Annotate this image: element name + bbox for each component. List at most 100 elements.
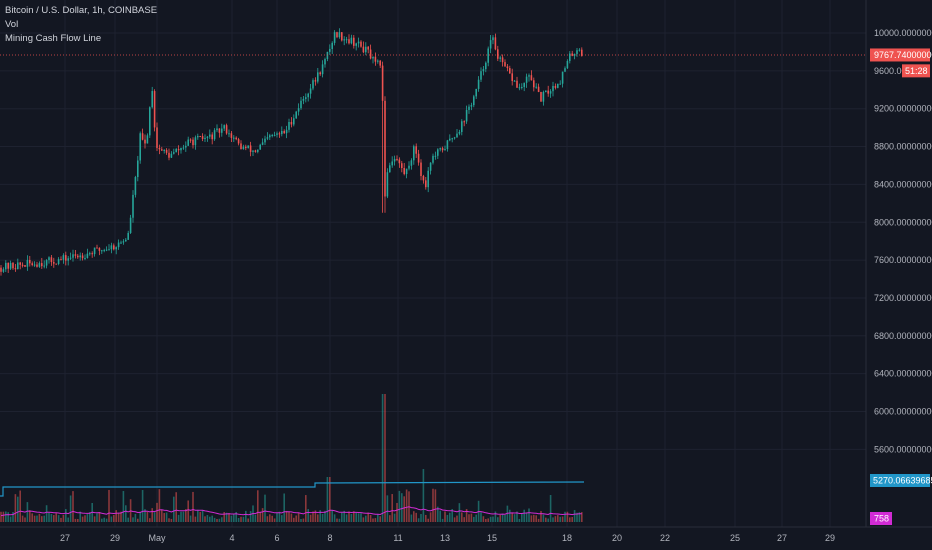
- volume-bar: [57, 515, 60, 522]
- candle-body: [2, 269, 5, 272]
- volume-bar: [204, 516, 206, 522]
- time-tick-label: 20: [612, 533, 622, 543]
- volume-bar: [489, 516, 492, 522]
- candle-body: [456, 133, 458, 138]
- candle-body: [14, 268, 17, 270]
- candle-body: [309, 88, 312, 94]
- volume-bar: [307, 509, 309, 522]
- volume-bar: [381, 394, 384, 522]
- volume-bar: [492, 516, 494, 522]
- candle-body: [559, 83, 561, 85]
- time-axis[interactable]: 27 29 May 4 6 8 11 13 15 18 20 22 25 27 29: [0, 526, 932, 543]
- volume-bar: [537, 518, 540, 522]
- candle-body: [367, 46, 369, 50]
- candle-body: [403, 168, 405, 175]
- candle-body: [290, 121, 293, 125]
- candle-body: [163, 149, 165, 151]
- volume-bar: [578, 512, 581, 522]
- volume-bar: [14, 494, 17, 522]
- candle-body: [132, 194, 134, 218]
- candle-body: [381, 65, 384, 101]
- candle-body: [480, 71, 482, 80]
- candle-body: [12, 262, 14, 269]
- candle-body: [487, 48, 489, 63]
- candle-body: [295, 111, 297, 119]
- volume-bar: [523, 509, 525, 522]
- candle-body: [98, 247, 101, 251]
- volume-bar: [108, 489, 110, 522]
- volume-bar: [55, 513, 57, 522]
- candle-body: [576, 50, 578, 54]
- candle-body: [377, 60, 379, 62]
- volume-bar: [175, 492, 177, 522]
- time-tick-label: 6: [274, 533, 279, 543]
- candle-body: [429, 162, 432, 171]
- candle-body: [254, 150, 257, 152]
- volume-bar: [223, 512, 225, 522]
- volume-bar: [377, 514, 379, 522]
- candle-body: [501, 57, 504, 63]
- candle-body: [189, 139, 192, 141]
- volume-bar: [273, 518, 276, 522]
- volume-bar: [444, 511, 446, 522]
- candle-body: [504, 62, 506, 67]
- volume-bar: [50, 513, 53, 522]
- candle-body: [405, 168, 408, 175]
- volume-bar: [530, 515, 533, 522]
- volume-bar: [453, 517, 456, 522]
- volume-bar: [218, 518, 221, 522]
- candle-body: [127, 232, 129, 240]
- candle-body: [221, 128, 223, 133]
- price-axis[interactable]: 10000.00000000 9200.00000000 8800.00000000…: [865, 0, 932, 527]
- candle-body: [509, 68, 511, 74]
- volume-bar: [581, 512, 583, 522]
- volume-indicator-label[interactable]: Vol: [5, 19, 19, 30]
- volume-bar: [120, 511, 122, 522]
- candle-body: [38, 263, 41, 267]
- volume-bar: [456, 515, 458, 522]
- volume-bar: [415, 512, 417, 522]
- candle-body: [499, 57, 501, 59]
- candle-body: [283, 131, 285, 134]
- volume-bar: [33, 515, 36, 522]
- candle-body: [573, 53, 576, 56]
- candle-body: [449, 138, 451, 141]
- candle-body: [540, 91, 542, 102]
- volume-bar: [17, 496, 19, 522]
- volume-bar: [410, 514, 413, 522]
- price-tick-label: 8400.00000000: [874, 179, 932, 189]
- volume-bar: [309, 514, 312, 522]
- volume-bar: [237, 517, 240, 522]
- volume-bar: [521, 513, 523, 522]
- candle-body: [233, 137, 235, 139]
- candle-body: [168, 152, 170, 158]
- time-tick-label: 18: [562, 533, 572, 543]
- mining-indicator-label[interactable]: Mining Cash Flow Line: [5, 33, 102, 44]
- volume-bar: [348, 511, 350, 522]
- volume-bar: [206, 515, 209, 522]
- volume-bar: [235, 511, 237, 522]
- candle-body: [331, 42, 333, 49]
- volume-bar: [547, 518, 549, 522]
- volume-bar: [564, 511, 566, 522]
- candle-body: [348, 39, 350, 44]
- volume-bar: [393, 513, 396, 522]
- symbol-title[interactable]: Bitcoin / U.S. Dollar, 1h, COINBASE: [5, 5, 158, 16]
- candle-body: [432, 155, 434, 163]
- volume-bar: [194, 516, 197, 522]
- candle-body: [9, 262, 12, 269]
- candle-body: [182, 147, 185, 149]
- volume-bar: [113, 515, 115, 522]
- volume-bar: [127, 517, 129, 522]
- volume-bar: [389, 515, 391, 522]
- volume-bar: [185, 509, 187, 522]
- candle-body: [120, 242, 122, 244]
- volume-bar: [105, 518, 108, 522]
- candle-body: [125, 239, 127, 242]
- volume-bar: [525, 512, 528, 522]
- candle-body: [105, 249, 108, 251]
- candle-body: [336, 32, 338, 38]
- candle-body: [7, 262, 9, 269]
- candle-body: [497, 49, 499, 59]
